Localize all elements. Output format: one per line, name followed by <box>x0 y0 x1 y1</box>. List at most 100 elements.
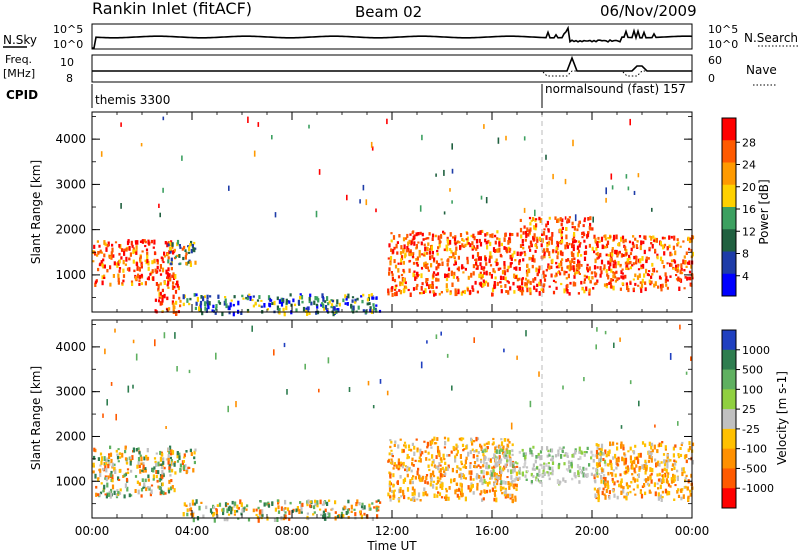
echo-cell <box>282 307 285 312</box>
echo-cell <box>496 281 499 286</box>
echo-cell <box>483 283 486 286</box>
echo-cell <box>672 473 675 479</box>
echo-cell <box>521 244 525 247</box>
echo-cell <box>387 257 390 260</box>
echo-cell <box>502 480 505 485</box>
freq-label-2: [MHz] <box>3 67 35 80</box>
echo-cell <box>351 299 354 303</box>
echo-cell <box>578 480 581 484</box>
echo-cell <box>218 301 222 305</box>
colorbar-segment <box>722 369 736 390</box>
echo-cell <box>215 510 218 516</box>
echo-cell <box>438 450 441 454</box>
echo-cell <box>206 294 209 299</box>
echo-cell <box>521 286 524 289</box>
echo-cell <box>612 236 616 241</box>
echo-cell <box>519 251 522 257</box>
echo-cell <box>330 299 333 302</box>
echo-cell <box>439 472 442 478</box>
echo-cell <box>595 344 597 350</box>
echo-cell <box>97 457 100 461</box>
echo-cell <box>397 498 401 503</box>
echo-cell <box>506 476 509 479</box>
echo-cell <box>530 472 533 477</box>
echo-cell <box>503 455 506 460</box>
echo-cell <box>159 264 162 269</box>
echo-cell <box>542 475 545 478</box>
colorbar-segment <box>722 468 736 489</box>
echo-cell <box>420 361 423 369</box>
echo-cell <box>215 307 218 311</box>
echo-cell <box>663 236 666 240</box>
echo-cell <box>267 504 271 508</box>
echo-cell <box>640 288 643 293</box>
echo-cell <box>578 244 581 248</box>
echo-cell <box>391 276 394 282</box>
echo-cell <box>359 199 361 204</box>
echo-cell <box>475 436 478 442</box>
echo-cell <box>480 490 483 494</box>
echo-cell <box>483 271 486 275</box>
echo-cell <box>400 255 404 260</box>
echo-cell <box>625 174 628 179</box>
echo-cell <box>511 498 514 503</box>
echo-cell <box>103 456 106 461</box>
echo-cell <box>496 237 499 240</box>
echo-cell <box>154 339 156 347</box>
echo-cell <box>130 280 134 283</box>
echo-cell <box>100 482 103 485</box>
echo-cell <box>227 513 231 516</box>
echo-cell <box>421 451 424 455</box>
echo-cell <box>198 505 201 511</box>
echo-cell <box>524 459 527 462</box>
echo-cell <box>561 258 564 261</box>
echo-cell <box>302 306 306 312</box>
echo-cell <box>683 287 686 290</box>
echo-cell <box>462 437 465 440</box>
echo-cell <box>475 449 478 453</box>
y-tick-label: 3000 <box>55 177 86 191</box>
echo-cell <box>425 474 429 477</box>
echo-cell <box>167 447 170 452</box>
echo-cell <box>622 488 625 494</box>
echo-cell <box>538 265 541 271</box>
echo-cell <box>668 235 671 240</box>
echo-cell <box>428 458 431 461</box>
echo-cell <box>533 285 536 290</box>
echo-cell <box>460 483 463 488</box>
echo-cell <box>153 457 157 460</box>
echo-cell <box>407 248 410 252</box>
echo-cell <box>110 470 113 474</box>
echo-cell <box>240 502 243 508</box>
echo-cell <box>167 459 170 465</box>
echo-cell <box>576 252 580 257</box>
echo-cell <box>508 441 511 444</box>
echo-cell <box>526 227 529 233</box>
echo-cell <box>175 310 178 316</box>
echo-cell <box>556 243 559 248</box>
echo-cell <box>460 488 463 494</box>
echo-cell <box>447 464 450 469</box>
echo-cell <box>459 233 463 238</box>
echo-cell <box>653 444 656 450</box>
echo-cell <box>195 293 198 297</box>
echo-cell <box>454 291 457 297</box>
echo-cell <box>354 298 357 303</box>
echo-cell <box>443 248 446 252</box>
echo-cell <box>113 467 116 471</box>
echo-cell <box>167 259 170 264</box>
echo-cell <box>234 501 237 506</box>
echo-cell <box>390 232 393 235</box>
echo-cell <box>323 517 327 521</box>
echo-cell <box>298 303 301 306</box>
echo-cell <box>140 275 144 279</box>
echo-cell <box>480 275 483 280</box>
echo-cell <box>448 454 451 457</box>
echo-cell <box>624 261 627 265</box>
echo-cell <box>666 453 669 457</box>
echo-cell <box>344 302 347 305</box>
echo-cell <box>666 286 669 290</box>
echo-cell <box>144 469 147 473</box>
echo-cell <box>538 371 540 377</box>
echo-cell <box>293 303 297 307</box>
